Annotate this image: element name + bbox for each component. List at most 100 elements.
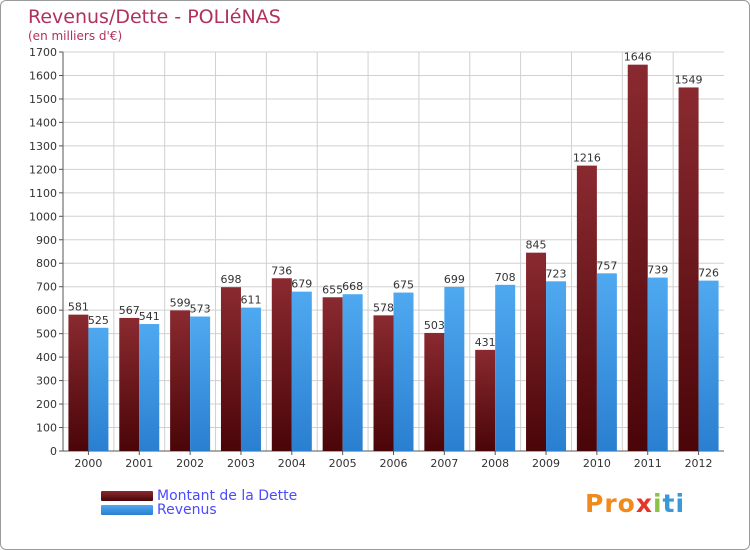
bar-revenus-2004 [291,291,312,451]
x-tick-label-2003: 2003 [227,457,255,470]
y-tick-label: 1200 [29,163,57,176]
label-revenus-2007: 699 [444,273,465,286]
bar-dette-2005 [322,297,343,451]
bar-revenus-2011 [647,277,668,451]
bar-dette-2003 [220,287,241,451]
x-tick-label-2001: 2001 [125,457,153,470]
y-tick-label: 1700 [29,46,57,59]
label-revenus-2012: 726 [698,267,719,280]
label-dette-2008: 431 [475,336,496,349]
y-tick-label: 200 [36,398,57,411]
label-revenus-2006: 675 [393,279,414,292]
bar-dette-2001 [119,317,140,451]
y-tick-label: 1500 [29,93,57,106]
x-tick-label-2009: 2009 [532,457,560,470]
x-tick-label-2002: 2002 [176,457,204,470]
bar-revenus-2008 [495,284,516,451]
bar-dette-2000 [68,314,89,451]
y-tick-label: 500 [36,328,57,341]
bar-revenus-2003 [240,307,261,451]
chart-title: Revenus/Dette - POLIéNAS [28,6,281,28]
legend-swatch-dette [101,491,153,501]
y-tick-label: 900 [36,234,57,247]
bar-dette-2010 [576,165,597,451]
logo-part-x: x [635,489,653,518]
label-revenus-2004: 679 [291,278,312,291]
legend-swatch-revenus [101,505,153,515]
label-revenus-2000: 525 [88,314,109,327]
label-dette-2003: 698 [220,273,241,286]
bar-revenus-2005 [342,294,363,451]
bar-dette-2008 [475,349,496,451]
y-tick-label: 1600 [29,69,57,82]
label-revenus-2005: 668 [342,280,363,293]
bar-dette-2004 [271,278,292,451]
bar-revenus-2012 [698,280,719,451]
y-tick-label: 1300 [29,140,57,153]
x-tick-label-2004: 2004 [278,457,306,470]
x-tick-label-2010: 2010 [583,457,611,470]
bar-revenus-2001 [139,324,160,451]
x-tick-label-2011: 2011 [634,457,662,470]
label-revenus-2008: 708 [495,271,516,284]
label-revenus-2010: 757 [596,259,617,272]
bar-revenus-2006 [393,292,414,451]
x-tick-label-2006: 2006 [380,457,408,470]
x-tick-label-2008: 2008 [481,457,509,470]
label-dette-2001: 567 [119,304,140,317]
label-revenus-2009: 723 [546,267,567,280]
bar-dette-2012 [678,87,699,452]
bar-revenus-2009 [546,281,567,451]
bar-revenus-2002 [190,316,211,451]
label-revenus-2002: 573 [190,303,211,316]
x-tick-label-2007: 2007 [430,457,458,470]
proxiti-logo: Proxiti [585,489,685,518]
bars [68,64,719,452]
y-tick-label: 1400 [29,116,57,129]
y-tick-label: 800 [36,257,57,270]
bar-dette-2006 [373,315,394,451]
x-tick-label-2012: 2012 [685,457,713,470]
label-dette-2009: 845 [526,239,547,252]
logo-part-i: i [652,489,663,518]
label-revenus-2001: 541 [139,310,160,323]
logo-part-pro: Pro [585,489,636,518]
legend-item-revenus: Revenus [101,502,217,518]
chart-subtitle: (en milliers d'€) [28,29,123,43]
label-dette-2007: 503 [424,319,445,332]
y-tick-label: 0 [50,445,57,458]
bar-dette-2002 [170,310,191,451]
y-tick-label: 1000 [29,210,57,223]
bar-dette-2011 [627,64,648,451]
label-dette-2011: 1646 [624,51,652,64]
legend-label-revenus: Revenus [157,502,217,518]
label-revenus-2011: 739 [647,264,668,277]
y-tick-label: 300 [36,375,57,388]
label-dette-2006: 578 [373,301,394,314]
bar-revenus-2000 [88,327,109,451]
bar-dette-2007 [424,332,445,451]
y-tick-label: 600 [36,304,57,317]
label-dette-2010: 1216 [573,152,601,165]
logo-part-ti: ti [662,489,686,518]
label-dette-2002: 599 [170,296,191,309]
axes: 0 100 200 300 400 500 600 700 800 900 1000 1100 1200… [29,46,724,470]
legend-item-dette: Montant de la Dette [101,488,297,504]
y-tick-label: 100 [36,422,57,435]
y-tick-label: 400 [36,351,57,364]
y-tick-label: 1100 [29,187,57,200]
bar-dette-2009 [526,252,547,451]
label-dette-2005: 655 [322,283,343,296]
label-dette-2012: 1549 [675,73,703,86]
bar-revenus-2010 [596,273,617,451]
label-dette-2004: 736 [271,264,292,277]
x-tick-label-2005: 2005 [329,457,357,470]
legend-label-dette: Montant de la Dette [157,488,298,504]
x-tick-label-2000: 2000 [74,457,102,470]
label-revenus-2003: 611 [240,294,261,307]
label-dette-2000: 581 [68,301,89,314]
y-tick-label: 700 [36,281,57,294]
